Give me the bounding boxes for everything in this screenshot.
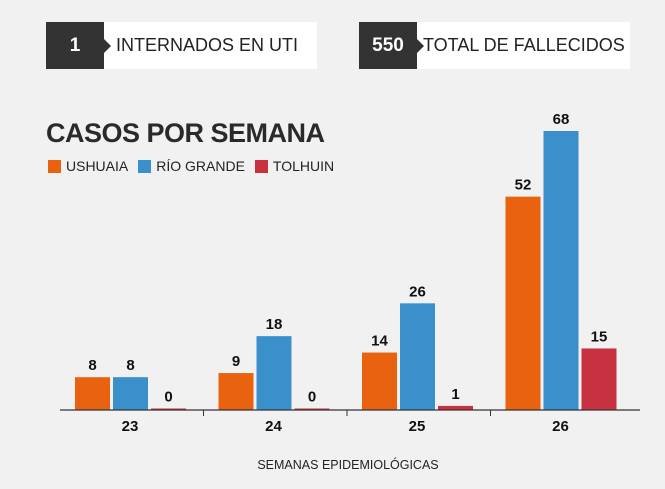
data-label: 8 <box>126 357 134 374</box>
data-label: 15 <box>591 328 608 345</box>
legend-swatch <box>138 159 152 173</box>
bar <box>581 348 617 410</box>
bar <box>362 352 397 410</box>
legend-swatch <box>254 159 268 173</box>
bar <box>505 196 541 410</box>
kpi-label: TOTAL DE FALLECIDOS <box>423 35 625 55</box>
bar <box>400 303 435 410</box>
data-label: 9 <box>232 353 240 370</box>
legend-label: USHUAIA <box>66 158 129 174</box>
kpi-deaths: 550 TOTAL DE FALLECIDOS <box>359 22 630 69</box>
bar <box>113 377 148 410</box>
kpi-value: 550 <box>359 22 424 69</box>
legend-label: TOLHUIN <box>272 158 335 174</box>
data-label: 52 <box>515 177 532 194</box>
bar <box>75 377 110 410</box>
kpi-label: INTERNADOS EN UTI <box>116 35 299 55</box>
bar <box>294 408 330 410</box>
kpi-icu: 1 INTERNADOS EN UTI <box>46 22 317 69</box>
data-label: 68 <box>553 111 570 128</box>
bar <box>151 408 186 410</box>
x-axis-label: SEMANAS EPIDEMIOLÓGICAS <box>257 457 438 472</box>
bar <box>256 336 292 410</box>
data-label: 8 <box>88 357 96 374</box>
kpi-value: 1 <box>46 22 111 69</box>
data-label: 0 <box>164 389 172 406</box>
bar <box>438 405 473 410</box>
legend-swatch <box>48 159 61 173</box>
x-tick-label: 25 <box>409 418 426 435</box>
chart-title: CASOS POR SEMANA <box>46 118 325 148</box>
x-tick-label: 24 <box>265 418 282 435</box>
legend-label: RÍO GRANDE <box>156 158 245 174</box>
bar <box>218 373 254 410</box>
x-tick-label: 23 <box>122 418 139 435</box>
legend: USHUAIA RÍO GRANDE TOLHUIN <box>48 158 334 174</box>
data-label: 14 <box>371 333 388 350</box>
data-label: 1 <box>451 386 459 403</box>
bar <box>543 131 579 410</box>
x-tick-label: 26 <box>552 418 569 435</box>
legend-item: TOLHUIN <box>254 158 335 174</box>
data-label: 18 <box>266 316 283 333</box>
legend-item: USHUAIA <box>48 158 128 174</box>
data-label: 26 <box>409 283 426 300</box>
legend-item: RÍO GRANDE <box>138 158 245 174</box>
data-label: 0 <box>308 389 316 406</box>
